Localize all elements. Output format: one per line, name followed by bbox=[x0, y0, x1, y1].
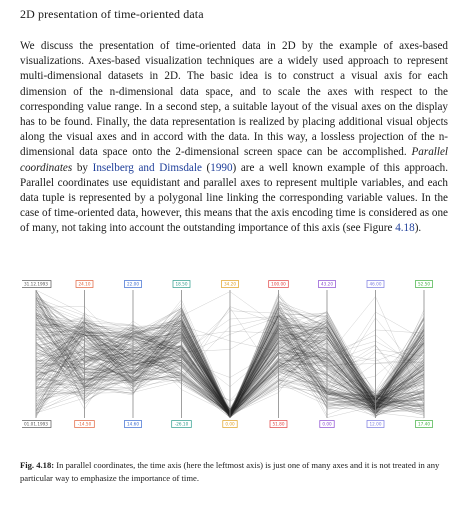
axis-label-bottom-box bbox=[366, 420, 385, 428]
paragraph-text-4: ) are a well known example of this appro… bbox=[20, 161, 449, 235]
axis-label-top-box bbox=[268, 280, 289, 288]
axis-label-bottom: -14.50 bbox=[78, 422, 92, 427]
axis-label-top-box bbox=[318, 280, 336, 288]
axis-label-top: 43.20 bbox=[321, 282, 333, 287]
paragraph-text-5: ). bbox=[414, 222, 422, 235]
caption-text: In parallel coordinates, the time axis (… bbox=[20, 460, 440, 483]
parallel-coordinates-term: Parallel coordinates bbox=[20, 146, 448, 174]
axis-label-top: 34.20 bbox=[224, 282, 236, 287]
axis-label-bottom: 14.60 bbox=[127, 422, 139, 427]
axis-label-bottom-box bbox=[222, 420, 238, 428]
axis-label-bottom: 12.00 bbox=[370, 422, 382, 427]
axis-label-bottom: 17.40 bbox=[418, 422, 430, 427]
axis-label-bottom-box bbox=[171, 420, 192, 428]
body-paragraph: We discuss the presentation of time-orie… bbox=[20, 39, 448, 237]
axis-label-top-box bbox=[221, 280, 239, 288]
paragraph-text-3: ( bbox=[201, 161, 211, 174]
caption-label: Fig. 4.18: bbox=[20, 460, 55, 470]
axes-group bbox=[35, 290, 425, 418]
citation-authors-link[interactable]: Inselberg and Dimsdale bbox=[92, 161, 202, 174]
axis-label-top-box bbox=[172, 280, 191, 288]
figure-caption: Fig. 4.18: In parallel coordinates, the … bbox=[20, 459, 448, 484]
axis-label-bottom: 51.80 bbox=[273, 422, 285, 427]
axis-label-bottom-box bbox=[22, 420, 52, 428]
axis-label-bottom: -26.10 bbox=[175, 422, 189, 427]
axis-label-top: 22.00 bbox=[127, 282, 139, 287]
axis-label-bottom-box bbox=[124, 420, 142, 428]
axis-label-top: 31.12.1993 bbox=[24, 282, 48, 287]
axis-label-bottom-box bbox=[269, 420, 288, 428]
figure-reference-link[interactable]: 4.18 bbox=[395, 222, 415, 235]
axis-label-top: 100.00 bbox=[271, 282, 286, 287]
paragraph-text-2: by bbox=[72, 161, 93, 174]
axis-label-bottom-box bbox=[415, 420, 433, 428]
axis-label-top: 24.10 bbox=[79, 282, 91, 287]
axis-label-top-box bbox=[124, 280, 142, 288]
axis-label-top-box bbox=[22, 280, 52, 288]
axis-label-bottom: 0.00 bbox=[322, 422, 332, 427]
axis-label-top: 18.50 bbox=[176, 282, 188, 287]
axis-label-top-box bbox=[366, 280, 385, 288]
axis-label-bottom-box bbox=[319, 420, 335, 428]
axis-labels-group: 31.12.1993 01.01.1993 24.10 -14.50 22.00 14.6… bbox=[22, 280, 433, 428]
citation-year-link[interactable]: 1990 bbox=[210, 161, 233, 174]
parallel-coordinates-figure: 31.12.1993 01.01.1993 24.10 -14.50 22.00 14.6… bbox=[22, 278, 442, 430]
paragraph-text-1: We discuss the presentation of time-orie… bbox=[20, 40, 448, 159]
section-title: 2D presentation of time-oriented data bbox=[20, 7, 204, 21]
axis-label-bottom: 0.00 bbox=[225, 422, 235, 427]
axis-label-bottom-box bbox=[74, 420, 95, 428]
axis-label-bottom: 01.01.1993 bbox=[24, 422, 48, 427]
axis-label-top: 46.00 bbox=[370, 282, 382, 287]
parallel-coordinates-plot: 31.12.1993 01.01.1993 24.10 -14.50 22.00 14.6… bbox=[22, 280, 433, 428]
axis-label-top-box bbox=[415, 280, 433, 288]
axis-label-top: 52.50 bbox=[418, 282, 430, 287]
axis-label-top-box bbox=[75, 280, 94, 288]
